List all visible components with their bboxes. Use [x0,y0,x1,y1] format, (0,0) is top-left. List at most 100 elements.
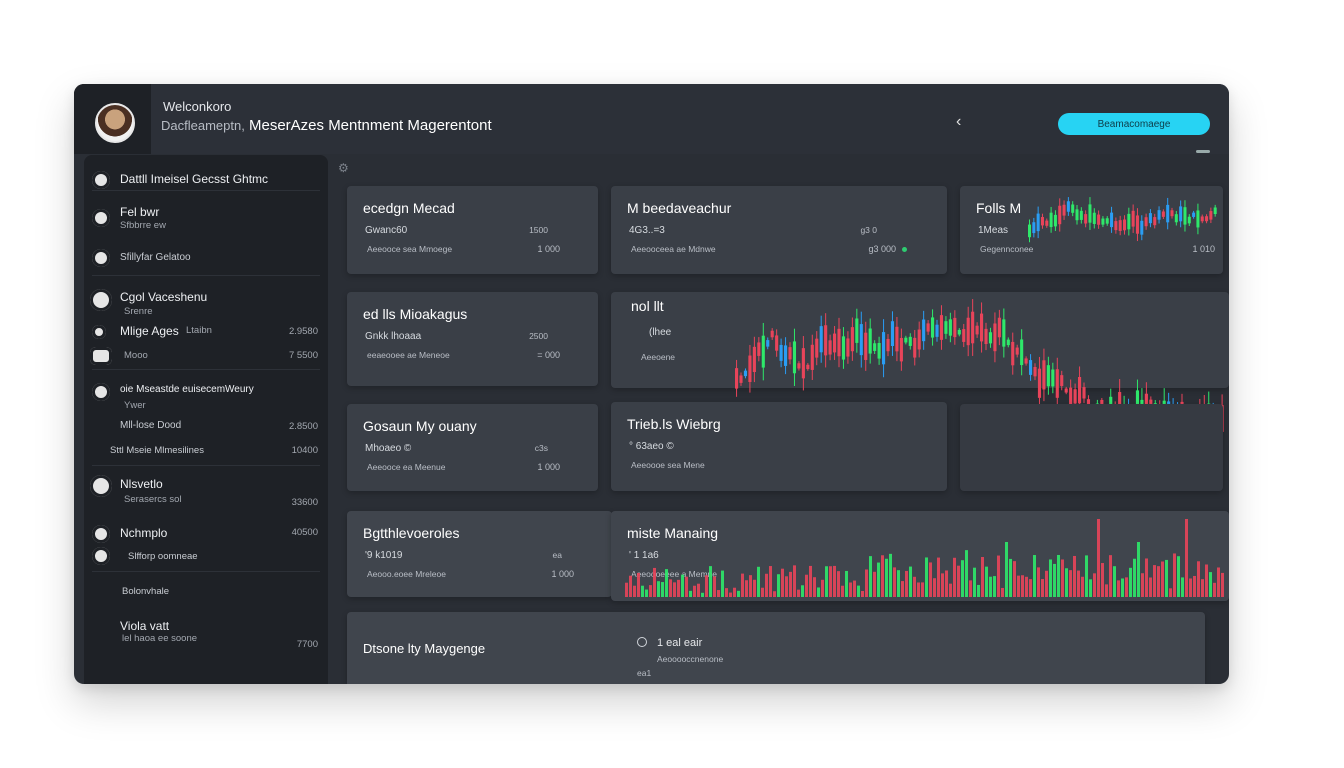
candle-body [1037,368,1042,398]
sidebar-item-sub: Sfbbrre ew [120,220,166,231]
volume-bar [789,571,792,597]
card-title: M beedaveachur [627,200,732,216]
candle-body [846,338,850,357]
candle-body [1179,206,1183,222]
sidebar-item[interactable]: Mlige Ages Ltaibn 2.9580 [84,323,328,343]
metric-card[interactable]: M beedaveachur 4G3..=3 Aeeooceea ae Mdnw… [611,186,947,274]
metric-card[interactable]: ed lls Mioakagus Gnkk lhoaaa eeaeooee ae… [347,292,598,386]
volume-bar [1177,556,1180,597]
candle-body [1045,220,1049,226]
summary-card[interactable]: Dtsone lty Maygenge 1 eal eair Aeooooccn… [347,612,1205,684]
settings-icon[interactable]: ⚙ [338,161,349,175]
metric-card[interactable]: Gosaun My ouany Mhoaeo © Aeeooce ea Meen… [347,404,598,491]
volume-bar [933,578,936,597]
sidebar-item[interactable]: Mll-lose Dood 2.8500 [84,419,328,437]
card-value: ° 63aeo © [629,441,674,452]
candle-body [1135,390,1140,418]
candle-body [1092,212,1096,224]
volume-bar [965,550,968,597]
sidebar-item[interactable]: Sfillyfar Gelatoo [84,249,328,273]
sidebar-item[interactable]: Fel bwr Sfbbrre ew [84,203,328,237]
volume-bar [929,562,932,597]
volume-bar [969,580,972,597]
radio-label: 1 eal eair [657,637,703,649]
sidebar-item[interactable]: Cgol Vaceshenu Srenre [84,289,328,321]
divider [92,275,320,276]
candle-body [1036,213,1040,232]
metric-card[interactable]: ecedgn Mecad Gwanc60 Aeeooce sea Mmoege … [347,186,598,274]
volume-bar [981,556,984,597]
sidebar-item-label: Cgol Vaceshenu [120,290,208,304]
volume-bar [681,574,684,597]
sidebar-item[interactable]: Mooo 7 5500 [84,347,328,367]
sidebar-item[interactable]: Sttl Mseie Mlmesilines 10400 [84,443,328,461]
volume-bar [1037,567,1040,597]
volume-bar [993,576,996,597]
volume-bar [1213,582,1216,597]
candle-body [1144,217,1148,227]
sidebar-item[interactable]: Dattll Imeisel Gecsst Ghtmc [84,169,328,199]
candle-body [1149,399,1153,408]
chart-card[interactable] [960,404,1223,491]
candle-body [797,363,801,369]
volume-bar [1077,570,1080,597]
card-title: Folls M [976,200,1022,216]
volume-bar [977,584,980,597]
candle-body [1040,217,1044,226]
candle-body [864,332,868,360]
candle-body [757,342,761,356]
card-value: (lhee [649,327,672,338]
volume-bar [913,576,916,597]
avatar[interactable] [95,103,135,143]
card-caption: Gegennconee [980,244,1034,254]
volume-bar [1053,563,1056,597]
card-title: ed lls Mioakagus [363,306,468,322]
app-window: Welconkoro Dacfleameptn, MeserAzes Mentn… [74,84,1229,684]
volume-bar [1137,542,1140,597]
metric-card[interactable]: Bgtthlevoeroles '9 k1019 Aeooo.eoee Mrel… [347,511,612,597]
sidebar-item[interactable]: Viola vatt lel haoa ee soone 7700 [84,619,328,651]
chart-card[interactable]: miste Manaing ' 1 1a6 Aeeoooeeee a Memne [611,511,1229,601]
volume-bar [733,587,736,597]
candle-body [1002,319,1006,347]
volume-bar [669,579,672,597]
sidebar-item[interactable]: Slfforp oomneae [84,547,328,569]
badge-icon [90,475,112,497]
candle-body [779,344,783,361]
candle-body [833,333,837,353]
volume-bar [1141,573,1144,597]
candle-body [1187,216,1191,224]
sidebar-item[interactable]: Bolonvhale [84,585,328,603]
card-stat-value: g3 000 [868,244,896,254]
candle-body [1166,204,1170,223]
card-value: 1Meas [978,225,1009,236]
sidebar-item-sub: lel haoa ee soone [122,633,198,644]
card-stat: 1500 [529,225,548,235]
primary-action-button[interactable]: Beamacomaege [1058,113,1210,135]
chart-card[interactable]: nol llt (lhee Aeeoene [611,292,1229,446]
volume-bar [909,566,912,597]
volume-bar [837,571,840,597]
sidebar-item-sub: Serasercs sol [124,494,182,505]
candle-body [1073,389,1077,404]
volume-bar [877,562,880,597]
sidebar-item[interactable]: Nchmplo 40500 [84,523,328,545]
card-title: nol llt [631,298,664,314]
volume-bar [1105,584,1108,597]
sidebar-item-sub: Srenre [124,306,153,317]
metric-card[interactable]: Trieb.ls Wiebrg ° 63aeo © Aeeoooe sea Me… [611,402,947,491]
volume-bar [821,579,824,597]
volume-bar [705,575,708,597]
candle-body [877,342,881,359]
volume-bar [769,566,772,597]
chevron-left-icon[interactable]: ‹ [956,113,962,130]
sidebar-item[interactable]: Nlsvetlo Serasercs sol 33600 [84,473,328,513]
candle-body [739,375,743,383]
sidebar-item[interactable]: oie Mseastde euisecemWeury Ywer [84,381,328,411]
candle-body [828,340,832,355]
chart-card[interactable]: Folls M 1Meas Gegennconee 1 010 [960,186,1223,274]
candle-body [1084,214,1088,224]
volume-bar [1125,577,1128,597]
option-radio[interactable] [637,637,647,647]
candle-body [1071,204,1075,213]
